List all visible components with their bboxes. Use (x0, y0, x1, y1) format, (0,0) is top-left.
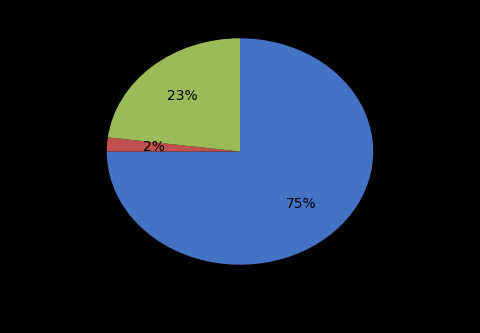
Text: 75%: 75% (286, 196, 316, 210)
Wedge shape (108, 38, 240, 152)
Wedge shape (107, 38, 373, 265)
Text: 2%: 2% (143, 140, 165, 154)
Text: 23%: 23% (168, 89, 198, 103)
Wedge shape (107, 137, 240, 152)
